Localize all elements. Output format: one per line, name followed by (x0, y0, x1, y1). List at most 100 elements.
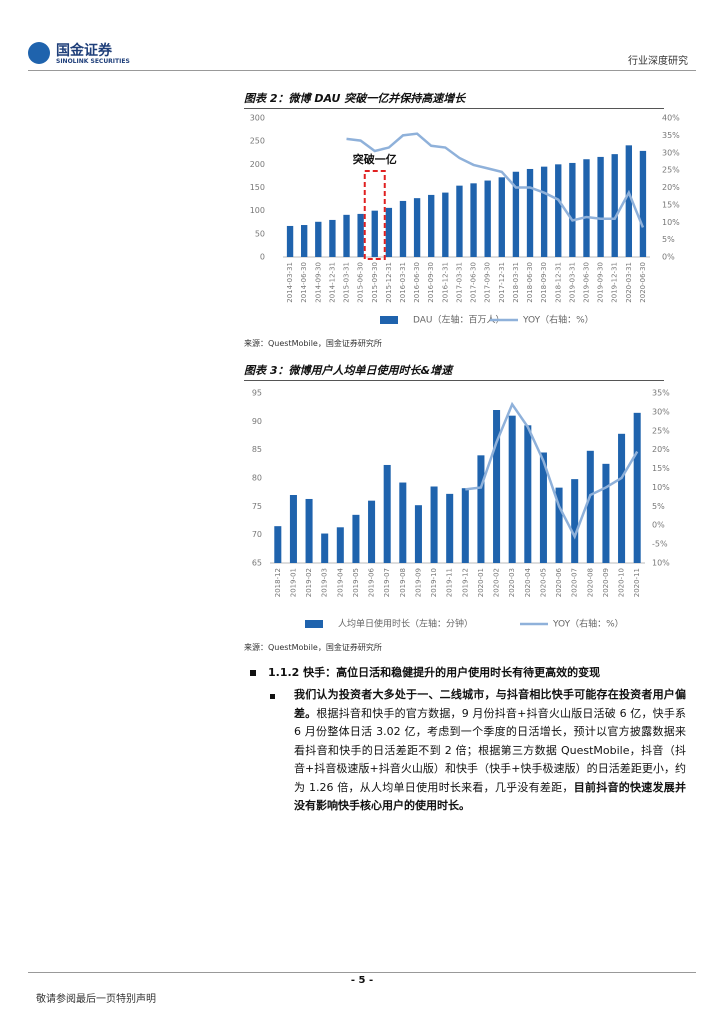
x-tick-label: 2015-12-31 (385, 262, 393, 303)
x-tick-label: 2016-06-30 (413, 262, 421, 303)
y2-tick-label: 30% (652, 407, 670, 416)
y-tick-label: 300 (250, 114, 265, 123)
bullet (270, 694, 275, 699)
y-tick-label: 70 (252, 530, 262, 539)
bar (639, 150, 647, 257)
x-tick-label: 2020-06 (555, 567, 563, 597)
y-tick-label: 80 (252, 474, 262, 483)
chart: 65 70 75 80 85 90 95 10% -5% 0% 5% 10% 15% 20% 25% 30% 3… (252, 389, 670, 630)
y2-tick-label: 0% (652, 521, 665, 530)
bullet (250, 670, 256, 676)
y-tick-label: 95 (252, 389, 262, 398)
x-tick-label: 2018-06-30 (526, 262, 534, 303)
x-tick-label: 2015-09-30 (371, 262, 379, 303)
bar (385, 207, 393, 257)
y2-tick-label: 10% (662, 218, 680, 227)
bar (343, 214, 350, 257)
bar (526, 168, 534, 257)
bar (329, 219, 336, 257)
x-tick-label: 2019-06-30 (582, 262, 590, 303)
x-tick-label: 2020-01 (477, 568, 485, 597)
y-tick-label: 0 (260, 253, 265, 262)
bar (383, 464, 391, 563)
bar (597, 156, 604, 257)
x-tick-label: 2020-10 (618, 568, 626, 597)
bar (512, 171, 520, 257)
x-tick-label: 2014-03-31 (286, 262, 294, 303)
x-tick-label: 2020-11 (633, 568, 641, 597)
y2-tick-label: 20% (662, 183, 680, 192)
x-tick-label: 2017-06-30 (470, 262, 478, 303)
bar (305, 498, 313, 563)
bar (315, 221, 322, 257)
x-tick-label: 2019-04 (336, 567, 344, 597)
x-tick-label: 2018-12-31 (554, 262, 562, 303)
x-tick-label: 2016-12-31 (441, 262, 449, 303)
x-tick-label: 2014-12-31 (328, 262, 336, 303)
bar (470, 183, 477, 257)
line (346, 132, 645, 228)
figure-title: 图表 3：微博用户人均单日使用时长&增速 (244, 362, 664, 381)
page-number: - 5 - (350, 975, 374, 986)
footer-note: 敬请参阅最后一页特别声明 (36, 994, 156, 1005)
bar (583, 159, 590, 257)
x-tick-label: 2017-03-31 (455, 262, 463, 303)
x-tick-label: 2020-03-31 (625, 262, 633, 303)
x-tick-label: 2017-09-30 (484, 262, 492, 303)
bar (484, 180, 491, 257)
annotation-box (363, 170, 386, 260)
y2-tick-label: 30% (662, 148, 680, 157)
bar (569, 162, 576, 257)
source: 来源：QuestMobile，国金证券研究所 (244, 339, 382, 348)
bar (321, 533, 329, 563)
bar (399, 482, 407, 563)
text-run: 我们认为投资者大多处于一、二线城市，与抖音相比快手可能存在投资者用户偏差。 (294, 688, 686, 720)
logo-cn: 国金证券 (56, 43, 112, 59)
x-tick-label: 2019-11 (446, 568, 454, 597)
logo-en: SINOLINK SECURITIES (56, 58, 130, 65)
bar (611, 154, 618, 257)
bar (446, 493, 454, 563)
y-tick-label: 75 (252, 502, 262, 511)
chart: 0 50 100 150 200 250 300 0% 5% 10% 15% 20% 25% 30% 35%… (250, 114, 680, 326)
bar (289, 495, 297, 563)
y2-tick-label: 15% (662, 200, 680, 209)
x-tick-label: 2015-03-31 (343, 262, 351, 303)
section-heading: 1.1.2 快手：高位日活和稳健提升的用户使用时长有待更高效的变现 (268, 666, 601, 679)
x-tick-label: 2020-07 (571, 568, 579, 597)
y2-tick-label: 40% (662, 114, 680, 123)
y2-tick-label: 5% (662, 235, 675, 244)
x-tick-label: 2019-10 (430, 568, 438, 597)
y2-tick-label: 25% (652, 426, 670, 435)
figure-title: 图表 2：微博 DAU 突破一亿并保持高速增长 (244, 90, 664, 109)
bar (461, 488, 469, 563)
text-run: 根据抖音和快手的官方数据，9 月份抖音+抖音火山版日活破 6 亿，快手系 6 月… (294, 706, 687, 794)
y-tick-label: 50 (255, 229, 265, 238)
bar (371, 210, 378, 257)
bar (493, 410, 501, 563)
bar (477, 455, 485, 563)
x-tick-label: 2020-03 (508, 568, 516, 597)
x-tick-label: 2018-03-31 (512, 262, 520, 303)
legend-label: YOY（右轴：%） (522, 314, 594, 326)
legend-swatch (305, 620, 323, 628)
bar (586, 450, 594, 563)
bar (352, 514, 360, 563)
bar (428, 194, 435, 257)
x-tick-label: 2019-05 (352, 568, 360, 597)
x-tick-label: 2015-06-30 (357, 262, 365, 303)
x-tick-label: 2019-12-31 (611, 262, 619, 303)
y2-tick-label: 10% (652, 483, 670, 492)
x-tick-label: 2020-06-30 (639, 262, 647, 303)
bar (368, 500, 376, 563)
bar (442, 192, 449, 257)
x-tick-label: 2019-07 (383, 568, 391, 597)
footer-rule (28, 972, 696, 973)
bar (357, 213, 364, 257)
y2-tick-label: 0% (662, 253, 675, 262)
bar (555, 487, 563, 563)
logo-icon (28, 42, 50, 64)
x-tick-label: 2019-09-30 (597, 262, 605, 303)
bar (413, 198, 421, 257)
